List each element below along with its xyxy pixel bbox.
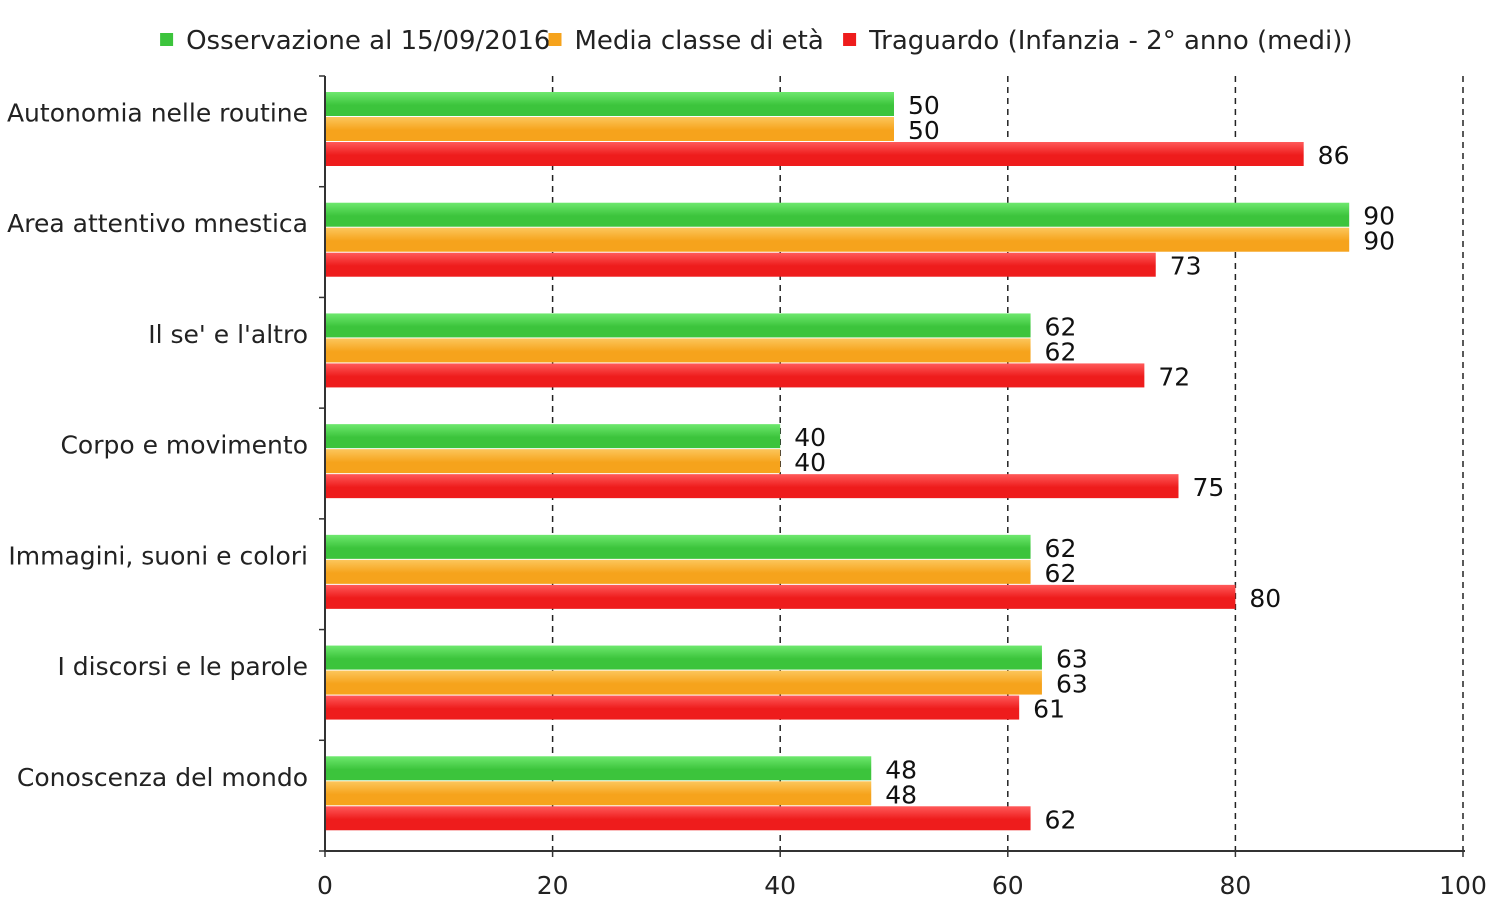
category-label-5: I discorsi e le parole [57, 652, 308, 681]
category-label-4: Immagini, suoni e colori [8, 541, 308, 570]
tick-labels: 0 20 40 60 80 100 [317, 871, 1487, 900]
value-label-2-0: 86 [1318, 141, 1350, 170]
value-label-2-5: 61 [1033, 695, 1065, 724]
value-label-0-0: 50 [908, 91, 940, 120]
value-label-1-3: 40 [794, 448, 826, 477]
bar-2-3 [326, 474, 1179, 499]
value-label-0-6: 48 [885, 755, 917, 784]
legend-swatch-2 [843, 33, 857, 46]
value-label-0-5: 63 [1056, 645, 1088, 674]
value-label-1-0: 50 [908, 116, 940, 145]
value-label-0-3: 40 [794, 423, 826, 452]
bar-0-4 [326, 534, 1031, 559]
bar-1-0 [326, 117, 894, 141]
bar-0-3 [326, 424, 781, 449]
category-label-3: Corpo e movimento [60, 431, 308, 460]
x-tick-label-100: 100 [1439, 871, 1487, 900]
bar-0-5 [326, 645, 1042, 670]
bars [326, 92, 1350, 831]
bar-0-0 [326, 92, 894, 116]
value-label-0-4: 62 [1045, 534, 1077, 563]
value-label-2-4: 80 [1249, 584, 1281, 613]
bar-1-2 [326, 338, 1031, 363]
value-label-1-6: 48 [885, 780, 917, 809]
value-label-2-6: 62 [1045, 805, 1077, 834]
value-label-2-2: 72 [1158, 362, 1190, 391]
bar-1-5 [326, 670, 1042, 695]
bar-1-4 [326, 559, 1031, 584]
value-label-2-3: 75 [1193, 473, 1225, 502]
value-label-0-2: 62 [1045, 312, 1077, 341]
value-label-2-1: 73 [1170, 252, 1202, 281]
axes [319, 75, 1465, 857]
bar-2-6 [326, 806, 1031, 831]
x-tick-label-20: 20 [537, 871, 569, 900]
category-label-1: Area attentivo mnestica [7, 209, 308, 238]
value-label-1-4: 62 [1045, 559, 1077, 588]
value-label-1-2: 62 [1045, 337, 1077, 366]
bar-0-6 [326, 756, 872, 781]
bar-1-1 [326, 227, 1350, 252]
bar-2-1 [326, 252, 1156, 277]
value-labels: 5050869090736262724040756262806363614848… [794, 91, 1395, 834]
legend-label-1: Media classe di età [575, 26, 824, 56]
bar-0-1 [326, 202, 1350, 227]
category-label-0: Autonomia nelle routine [7, 99, 308, 128]
legend-swatch-0 [160, 33, 174, 46]
x-tick-label-60: 60 [992, 871, 1024, 900]
bar-1-6 [326, 781, 872, 806]
bar-0-2 [326, 313, 1031, 338]
category-label-6: Conoscenza del mondo [17, 763, 308, 792]
category-labels: Autonomia nelle routine Area attentivo mn… [7, 99, 308, 792]
value-label-1-1: 90 [1363, 227, 1395, 256]
legend-swatch-1 [548, 33, 562, 46]
bar-2-2 [326, 363, 1145, 388]
bar-2-4 [326, 584, 1236, 609]
legend: Osservazione al 15/09/2016 Media classe d… [160, 26, 1353, 56]
value-label-0-1: 90 [1363, 202, 1395, 231]
bar-2-0 [326, 142, 1304, 166]
legend-label-2: Traguardo (Infanzia - 2° anno (medi)) [868, 26, 1352, 56]
value-label-1-5: 63 [1056, 670, 1088, 699]
legend-label-0: Osservazione al 15/09/2016 [186, 26, 550, 56]
bar-2-5 [326, 695, 1020, 720]
bar-1-3 [326, 449, 781, 474]
x-tick-label-0: 0 [317, 871, 333, 900]
x-tick-label-40: 40 [764, 871, 796, 900]
category-label-2: Il se' e l'altro [148, 320, 308, 349]
x-tick-label-80: 80 [1219, 871, 1251, 900]
